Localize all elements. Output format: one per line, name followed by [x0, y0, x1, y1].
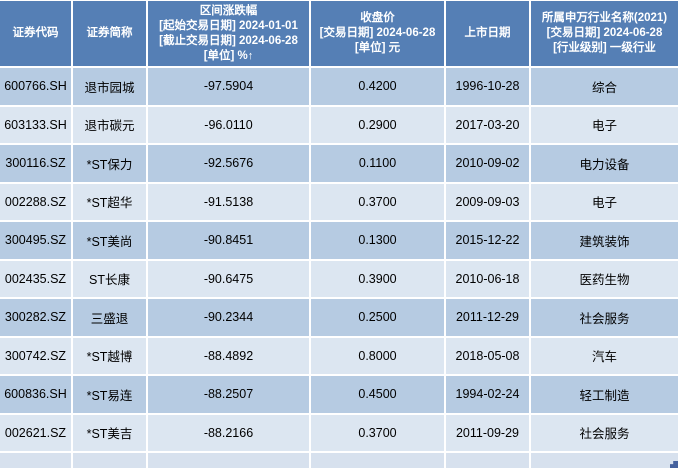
cell-security-code[interactable]: 002621.SZ — [0, 414, 73, 451]
cell-close-price[interactable]: 0.3900 — [311, 260, 446, 297]
cell-close-price[interactable]: 0.1100 — [311, 145, 446, 182]
partial-cell — [311, 453, 446, 468]
header-interval-change[interactable]: 区间涨跌幅 [起始交易日期] 2024-01-01 [截止交易日期] 2024-… — [148, 1, 311, 66]
cell-security-name[interactable]: 三盛退 — [73, 299, 148, 336]
table-header-row: 证券代码 证券简称 区间涨跌幅 [起始交易日期] 2024-01-01 [截止交… — [0, 0, 678, 68]
table-row: 603133.SH 退市碳元 -96.0110 0.2900 2017-03-2… — [0, 106, 678, 145]
cell-close-price[interactable]: 0.2900 — [311, 106, 446, 143]
cell-list-date[interactable]: 1994-02-24 — [446, 376, 531, 413]
cell-security-name[interactable]: 退市园城 — [73, 68, 148, 105]
cell-interval-change[interactable]: -97.5904 — [148, 68, 311, 105]
cell-security-code[interactable]: 603133.SH — [0, 106, 73, 143]
sort-ascending-icon[interactable]: ↑ — [247, 49, 254, 62]
table-row: 002288.SZ *ST超华 -91.5138 0.3700 2009-09-… — [0, 183, 678, 222]
cell-industry[interactable]: 建筑装饰 — [579, 234, 630, 249]
cell-close-price[interactable]: 0.3700 — [311, 414, 446, 451]
cell-security-name[interactable]: *ST越博 — [73, 337, 148, 374]
cell-security-code[interactable]: 300116.SZ — [0, 145, 73, 182]
cell-security-name[interactable]: ST长康 — [73, 260, 148, 297]
table-row: 300495.SZ *ST美尚 -90.8451 0.1300 2015-12-… — [0, 222, 678, 261]
cell-security-code[interactable]: 600766.SH — [0, 68, 73, 105]
header-list-date-label: 上市日期 — [464, 27, 511, 39]
table-row: 300742.SZ *ST越博 -88.4892 0.8000 2018-05-… — [0, 337, 678, 376]
cell-list-date[interactable]: 2018-05-08 — [446, 337, 531, 374]
cell-security-code[interactable]: 600836.SH — [0, 376, 73, 413]
cell-industry[interactable]: 社会服务 — [579, 311, 630, 326]
cell-security-code[interactable]: 002288.SZ — [0, 183, 73, 220]
header-security-name-label: 证券简称 — [86, 27, 133, 39]
cell-list-date[interactable]: 2011-09-29 — [446, 414, 531, 451]
cell-industry[interactable]: 综合 — [591, 80, 617, 95]
cell-list-date[interactable]: 2009-09-03 — [446, 183, 531, 220]
header-security-code[interactable]: 证券代码 — [0, 1, 73, 66]
cell-interval-change[interactable]: -91.5138 — [148, 183, 311, 220]
cell-security-name[interactable]: *ST易连 — [73, 376, 148, 413]
header-close-price[interactable]: 收盘价 [交易日期] 2024-06-28 [单位] 元 — [311, 1, 446, 66]
cell-close-price[interactable]: 0.4500 — [311, 376, 446, 413]
cell-security-code[interactable]: 300495.SZ — [0, 222, 73, 259]
cell-security-code[interactable]: 300282.SZ — [0, 299, 73, 336]
table-row: 600766.SH 退市园城 -97.5904 0.4200 1996-10-2… — [0, 68, 678, 107]
table-row: 300282.SZ 三盛退 -90.2344 0.2500 2011-12-29… — [0, 299, 678, 338]
partial-cell — [148, 453, 311, 468]
cell-interval-change[interactable]: -88.2166 — [148, 414, 311, 451]
cell-security-name[interactable]: 退市碳元 — [73, 106, 148, 143]
cell-list-date[interactable]: 2010-06-18 — [446, 260, 531, 297]
cell-interval-change[interactable]: -90.6475 — [148, 260, 311, 297]
cell-close-price[interactable]: 0.4200 — [311, 68, 446, 105]
cell-list-date[interactable]: 1996-10-28 — [446, 68, 531, 105]
partial-cell — [73, 453, 148, 468]
cell-industry[interactable]: 社会服务 — [579, 427, 630, 442]
table-row: 600836.SH *ST易连 -88.2507 0.4500 1994-02-… — [0, 376, 678, 415]
cell-industry[interactable]: 汽车 — [591, 350, 617, 365]
cell-industry[interactable]: 电子 — [591, 196, 617, 211]
header-list-date[interactable]: 上市日期 — [446, 1, 531, 66]
cell-close-price[interactable]: 0.3700 — [311, 183, 446, 220]
cell-interval-change[interactable]: -92.5676 — [148, 145, 311, 182]
partial-cell — [0, 453, 73, 468]
header-close-price-label: 收盘价 [交易日期] 2024-06-28 [单位] 元 — [319, 12, 436, 54]
cell-close-price[interactable]: 0.2500 — [311, 299, 446, 336]
table-row: 300116.SZ *ST保力 -92.5676 0.1100 2010-09-… — [0, 145, 678, 184]
header-security-code-label: 证券代码 — [12, 27, 59, 39]
header-sw-industry[interactable]: 所属申万行业名称(2021) [交易日期] 2024-06-28 [行业级别] … — [531, 1, 678, 66]
cell-interval-change[interactable]: -90.8451 — [148, 222, 311, 259]
header-security-name[interactable]: 证券简称 — [73, 1, 148, 66]
cell-security-code[interactable]: 300742.SZ — [0, 337, 73, 374]
cell-interval-change[interactable]: -88.4892 — [148, 337, 311, 374]
cell-industry[interactable]: 电子 — [591, 119, 617, 134]
cell-security-name[interactable]: *ST保力 — [73, 145, 148, 182]
cell-close-price[interactable]: 0.8000 — [311, 337, 446, 374]
selection-corner-handle[interactable] — [670, 461, 678, 468]
cell-security-name[interactable]: *ST美尚 — [73, 222, 148, 259]
partial-cell — [531, 453, 678, 468]
cell-interval-change[interactable]: -88.2507 — [148, 376, 311, 413]
cell-industry[interactable]: 医药生物 — [579, 273, 630, 288]
cell-industry[interactable]: 轻工制造 — [579, 388, 630, 403]
partial-next-row — [0, 453, 678, 468]
cell-list-date[interactable]: 2017-03-20 — [446, 106, 531, 143]
cell-list-date[interactable]: 2010-09-02 — [446, 145, 531, 182]
cell-security-code[interactable]: 002435.SZ — [0, 260, 73, 297]
cell-security-name[interactable]: *ST美吉 — [73, 414, 148, 451]
header-interval-change-label: 区间涨跌幅 [起始交易日期] 2024-01-01 [截止交易日期] 2024-… — [159, 4, 298, 62]
cell-interval-change[interactable]: -90.2344 — [148, 299, 311, 336]
partial-cell — [446, 453, 531, 468]
cell-interval-change[interactable]: -96.0110 — [148, 106, 311, 143]
cell-security-name[interactable]: *ST超华 — [73, 183, 148, 220]
table-row: 002435.SZ ST长康 -90.6475 0.3900 2010-06-1… — [0, 260, 678, 299]
table-row: 002621.SZ *ST美吉 -88.2166 0.3700 2011-09-… — [0, 414, 678, 453]
cell-close-price[interactable]: 0.1300 — [311, 222, 446, 259]
cell-list-date[interactable]: 2011-12-29 — [446, 299, 531, 336]
cell-industry[interactable]: 电力设备 — [579, 157, 630, 172]
cell-list-date[interactable]: 2015-12-22 — [446, 222, 531, 259]
header-sw-industry-label: 所属申万行业名称(2021) [交易日期] 2024-06-28 [行业级别] … — [541, 12, 668, 54]
